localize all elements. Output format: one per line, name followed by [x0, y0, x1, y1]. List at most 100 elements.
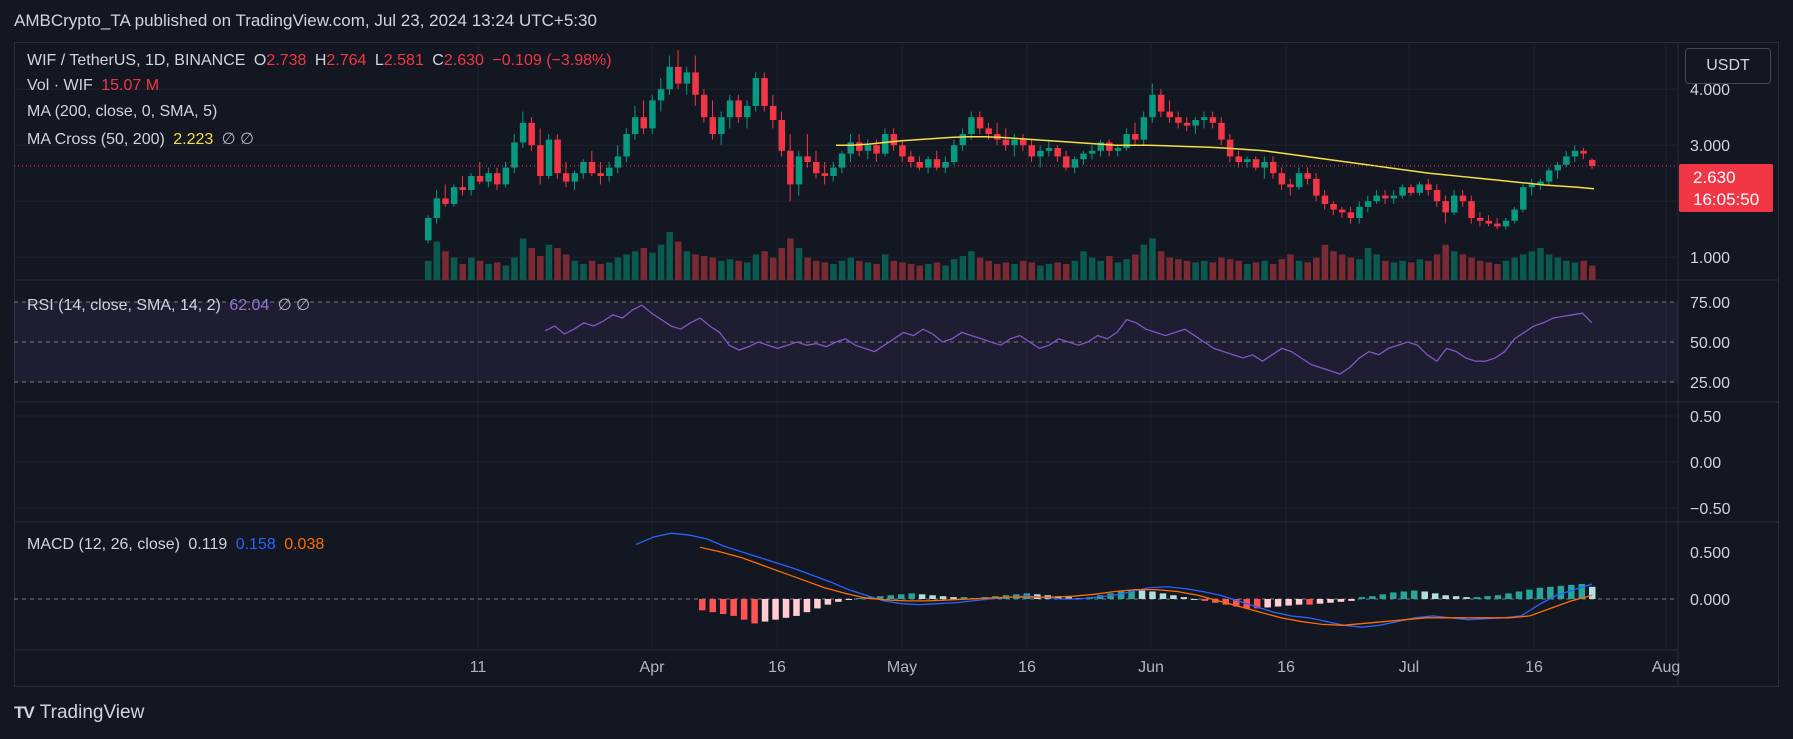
volume-bar: [1347, 257, 1355, 280]
macross-label[interactable]: MA Cross (50, 200): [27, 131, 165, 148]
macd-histogram-bar: [1547, 586, 1554, 599]
volume-bar: [459, 264, 466, 280]
candle-body: [1209, 117, 1217, 123]
volume-bar: [1063, 264, 1070, 280]
macd-histogram-bar: [1348, 599, 1355, 601]
candle-body: [1157, 94, 1165, 112]
macd-histogram-bar: [793, 599, 800, 616]
macd-legend: MACD (12, 26, close) 0.119 0.158 0.038: [27, 536, 328, 554]
volume-bar: [631, 251, 639, 280]
candle-body: [614, 156, 622, 168]
candle-body: [1382, 195, 1389, 199]
time-tick-label: 16: [768, 659, 786, 676]
volume-bar: [1373, 254, 1380, 280]
volume-bar: [1399, 260, 1406, 280]
volume-value: 15.07 M: [101, 77, 160, 94]
candle-body: [881, 134, 889, 154]
volume-bar: [1321, 244, 1329, 280]
volume-bar: [778, 248, 786, 280]
volume-bar: [994, 264, 1001, 280]
macd-histogram-bar: [1452, 596, 1460, 599]
rsi-line: [544, 304, 1593, 375]
rsi-extra: ∅ ∅: [277, 297, 311, 314]
candle-body: [942, 162, 949, 168]
brand-name: TradingView: [39, 702, 145, 723]
macd-histogram-bar: [1379, 594, 1387, 599]
high-label: H: [314, 52, 327, 69]
macd-histogram-bar: [814, 599, 821, 609]
candle-body: [838, 153, 846, 168]
macd-histogram-bar: [1557, 585, 1565, 599]
volume-bar: [1356, 259, 1363, 280]
macd-histogram-bar: [877, 596, 884, 599]
candle-body: [442, 198, 449, 204]
price-tick-label: 1.000: [1690, 250, 1730, 267]
rsi-label[interactable]: RSI (14, close, SMA, 14, 2): [27, 297, 221, 314]
volume-bar: [493, 262, 501, 280]
candle-body: [1528, 184, 1536, 188]
candle-body: [709, 117, 717, 134]
candle-body: [1563, 156, 1570, 165]
macd-histogram-bar: [782, 599, 790, 618]
volume-bar: [1571, 262, 1579, 280]
ma-label[interactable]: MA (200, close, 0, SMA, 5): [27, 103, 218, 120]
bar-countdown: 16:05:50: [1693, 190, 1760, 209]
symbol-name[interactable]: WIF / TetherUS, 1D, BINANCE: [27, 52, 246, 69]
macd-histogram-bar: [1390, 592, 1397, 599]
macd-histogram-bar: [1212, 599, 1219, 603]
volume-bar: [959, 256, 967, 280]
candle-body: [1106, 142, 1113, 151]
macd-histogram-bar: [939, 596, 947, 599]
volume-bar: [580, 264, 587, 280]
publish-header: AMBCrypto_TA published on TradingView.co…: [0, 0, 1793, 42]
macd-histogram-bar: [1473, 597, 1481, 599]
volume-bar: [769, 257, 777, 280]
last-price-tag: 2.630 16:05:50: [1679, 164, 1773, 212]
macd-histogram-bar: [740, 599, 748, 620]
volume-bar: [692, 254, 699, 280]
macd-histogram-bar: [1180, 597, 1188, 599]
volume-bar: [1054, 262, 1061, 280]
macd-histogram-bar: [1149, 591, 1156, 599]
candle-body: [1476, 218, 1484, 221]
volume-bar: [640, 248, 648, 280]
currency-button[interactable]: USDT: [1685, 48, 1771, 84]
candle-body: [1442, 201, 1449, 213]
candle-body: [933, 159, 941, 168]
oscillator-tick-label: 0.50: [1690, 409, 1721, 426]
candle-body: [1321, 195, 1329, 204]
macd-histogram-bar: [1285, 599, 1292, 606]
volume-label[interactable]: Vol · WIF: [27, 77, 93, 94]
last-price: 2.630: [1693, 168, 1736, 187]
candle-body: [950, 145, 958, 162]
volume-bar: [916, 265, 923, 280]
chart-frame: [14, 42, 1779, 687]
candle-body: [649, 100, 656, 129]
volume-bar: [1218, 257, 1225, 280]
time-tick-label: 16: [1018, 659, 1036, 676]
macd-histogram-bar: [835, 599, 842, 602]
candle-body: [623, 134, 630, 157]
candle-body: [873, 145, 880, 154]
macd-label[interactable]: MACD (12, 26, close): [27, 536, 180, 553]
macd-histogram-bar: [1253, 599, 1261, 609]
macross-value: 2.223: [173, 131, 214, 148]
ma-cross-line: [836, 136, 1595, 190]
macd-histogram-bar: [1055, 596, 1062, 599]
volume-bar: [795, 248, 803, 280]
candle-body: [459, 187, 466, 190]
tradingview-footer[interactable]: TV TradingView: [14, 699, 144, 727]
macd-histogram-bar: [1170, 595, 1177, 599]
candle-body: [1045, 148, 1053, 151]
candle-body: [1373, 195, 1380, 202]
macross-legend: MA Cross (50, 200) 2.223 ∅ ∅: [27, 129, 258, 149]
volume-bar: [1088, 257, 1096, 280]
volume-bar: [545, 244, 553, 280]
rsi-legend: RSI (14, close, SMA, 14, 2) 62.04 ∅ ∅: [27, 295, 314, 315]
candle-body: [1063, 156, 1070, 168]
volume-bar: [1097, 260, 1105, 280]
macd-histogram-bar: [1421, 591, 1428, 599]
volume-bar: [554, 248, 561, 280]
volume-bar: [804, 257, 811, 280]
